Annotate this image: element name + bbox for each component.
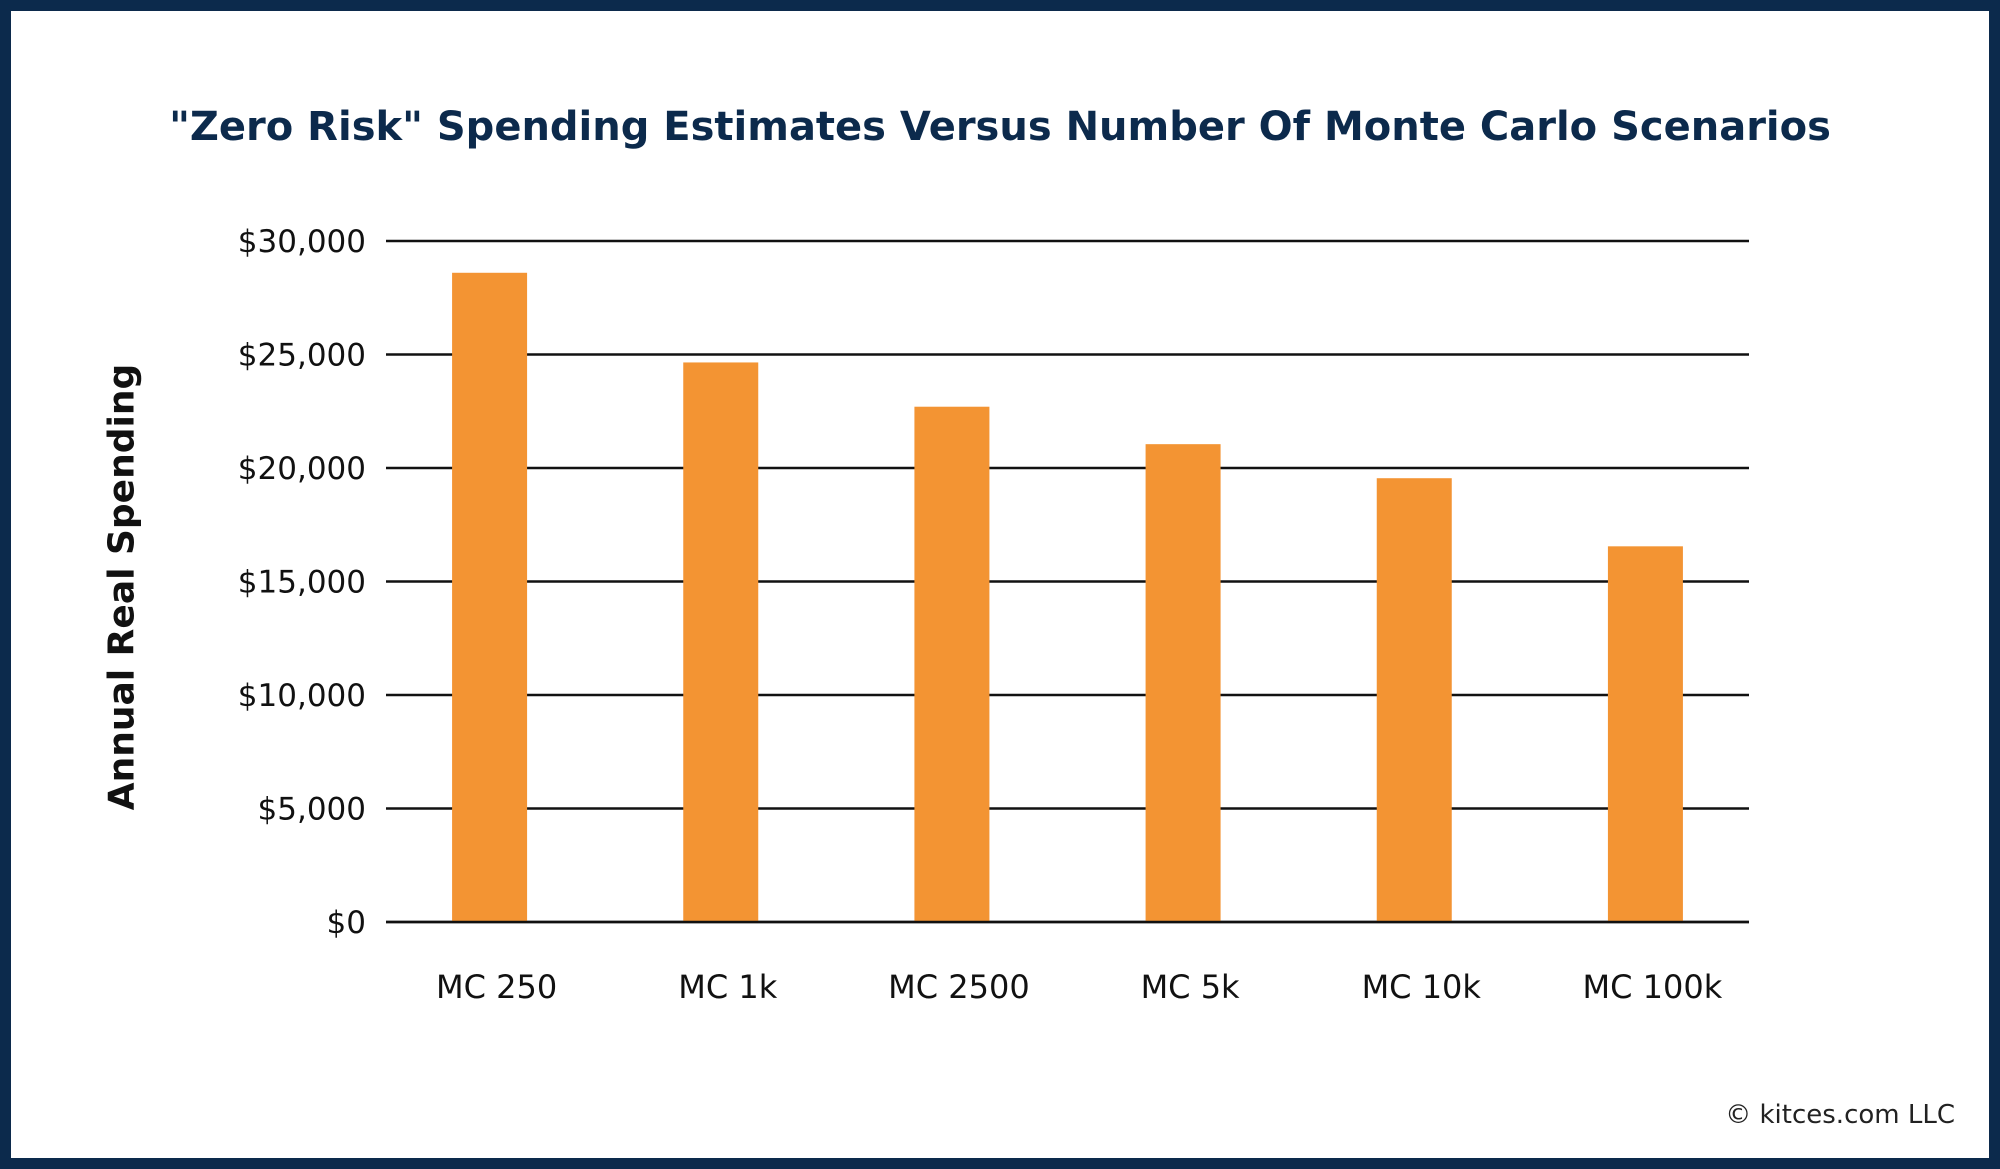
chart-title: "Zero Risk" Spending Estimates Versus Nu… <box>169 104 1831 150</box>
bar <box>683 362 759 922</box>
x-tick-label: MC 1k <box>678 968 777 1006</box>
x-tick-label: MC 250 <box>436 968 557 1006</box>
y-tick-label: $5,000 <box>258 792 366 828</box>
bar <box>452 272 528 922</box>
x-tick-label: MC 10k <box>1362 968 1482 1006</box>
x-tick-label: MC 2500 <box>888 968 1030 1006</box>
bar <box>1376 478 1452 922</box>
y-tick-label: $20,000 <box>238 451 366 487</box>
y-tick-label: $25,000 <box>238 338 366 374</box>
y-tick-label: $10,000 <box>238 678 366 714</box>
bar <box>914 406 990 923</box>
y-tick-label: $15,000 <box>238 565 366 601</box>
x-tick-label: MC 100k <box>1583 968 1723 1006</box>
y-tick-label: $0 <box>327 905 366 941</box>
bar <box>1607 546 1683 922</box>
y-tick-label: $30,000 <box>238 224 366 260</box>
x-tick-label: MC 5k <box>1141 968 1240 1006</box>
bar <box>1145 444 1221 922</box>
copyright: © kitces.com LLC <box>1725 1100 1955 1130</box>
